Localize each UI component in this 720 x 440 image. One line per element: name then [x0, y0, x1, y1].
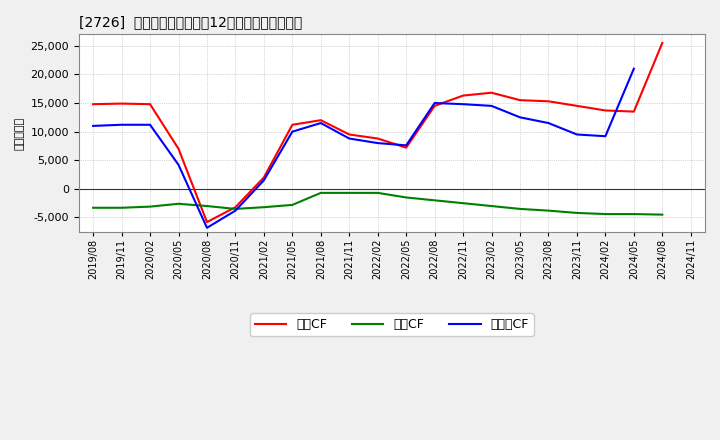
投資CF	[260, 205, 269, 210]
フリーCF	[601, 134, 610, 139]
Text: [2726]  キャッシュフローの12か月移動合計の推移: [2726] キャッシュフローの12か月移動合計の推移	[79, 15, 302, 29]
フリーCF	[260, 178, 269, 183]
フリーCF	[145, 122, 154, 128]
フリーCF	[174, 162, 183, 168]
投資CF	[231, 206, 240, 212]
フリーCF	[202, 225, 211, 231]
営業CF	[145, 102, 154, 107]
フリーCF	[89, 123, 97, 128]
営業CF	[431, 103, 439, 109]
Line: フリーCF: フリーCF	[93, 69, 634, 228]
フリーCF	[374, 140, 382, 146]
営業CF	[516, 98, 524, 103]
営業CF	[288, 122, 297, 128]
投資CF	[658, 212, 667, 217]
Legend: 営業CF, 投資CF, フリーCF: 営業CF, 投資CF, フリーCF	[250, 313, 534, 336]
フリーCF	[572, 132, 581, 137]
営業CF	[658, 40, 667, 46]
フリーCF	[544, 121, 553, 126]
投資CF	[516, 206, 524, 212]
Line: 営業CF: 営業CF	[93, 43, 662, 222]
投資CF	[431, 198, 439, 203]
営業CF	[572, 103, 581, 109]
投資CF	[374, 190, 382, 195]
投資CF	[89, 205, 97, 210]
フリーCF	[231, 208, 240, 213]
フリーCF	[345, 136, 354, 141]
営業CF	[260, 175, 269, 180]
フリーCF	[402, 143, 410, 148]
フリーCF	[629, 66, 638, 71]
投資CF	[288, 202, 297, 208]
投資CF	[145, 204, 154, 209]
フリーCF	[459, 102, 467, 107]
営業CF	[89, 102, 97, 107]
営業CF	[629, 109, 638, 114]
投資CF	[601, 212, 610, 217]
Line: 投資CF: 投資CF	[93, 193, 662, 215]
投資CF	[402, 195, 410, 200]
フリーCF	[117, 122, 126, 128]
営業CF	[544, 99, 553, 104]
営業CF	[231, 205, 240, 210]
営業CF	[202, 220, 211, 225]
投資CF	[345, 190, 354, 195]
投資CF	[544, 208, 553, 213]
投資CF	[459, 201, 467, 206]
投資CF	[174, 201, 183, 206]
フリーCF	[516, 115, 524, 120]
投資CF	[629, 212, 638, 217]
営業CF	[174, 146, 183, 151]
Y-axis label: （百万円）: （百万円）	[15, 117, 25, 150]
投資CF	[202, 203, 211, 209]
営業CF	[487, 90, 496, 95]
営業CF	[601, 108, 610, 113]
フリーCF	[288, 129, 297, 134]
フリーCF	[317, 121, 325, 126]
投資CF	[487, 203, 496, 209]
営業CF	[374, 136, 382, 141]
投資CF	[317, 190, 325, 195]
営業CF	[117, 101, 126, 106]
営業CF	[345, 132, 354, 137]
営業CF	[459, 93, 467, 98]
投資CF	[117, 205, 126, 210]
投資CF	[572, 210, 581, 216]
営業CF	[317, 117, 325, 123]
フリーCF	[487, 103, 496, 109]
営業CF	[402, 145, 410, 150]
フリーCF	[431, 100, 439, 106]
